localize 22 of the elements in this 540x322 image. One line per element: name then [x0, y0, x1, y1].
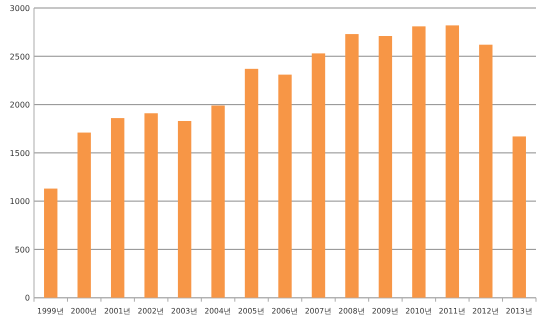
y-tick-label: 1000 — [10, 197, 30, 206]
y-tick-label: 0 — [24, 294, 30, 303]
bar — [312, 53, 326, 298]
y-tick-label: 2500 — [10, 52, 30, 62]
bar — [378, 36, 392, 298]
y-tick-label: 3000 — [10, 4, 30, 13]
bar — [412, 26, 426, 298]
bar — [178, 120, 192, 298]
bar — [446, 25, 460, 298]
bar — [211, 106, 225, 298]
bar — [244, 68, 258, 298]
y-tick-label: 500 — [14, 245, 30, 254]
bar — [110, 118, 124, 298]
bar — [144, 113, 158, 298]
bar — [78, 132, 91, 298]
bar — [278, 74, 292, 298]
y-tick-label: 2000 — [10, 100, 30, 110]
bar — [345, 34, 359, 298]
bar — [479, 44, 492, 298]
bar — [512, 136, 526, 298]
bar — [44, 188, 58, 298]
y-tick-label: 1500 — [10, 148, 30, 158]
